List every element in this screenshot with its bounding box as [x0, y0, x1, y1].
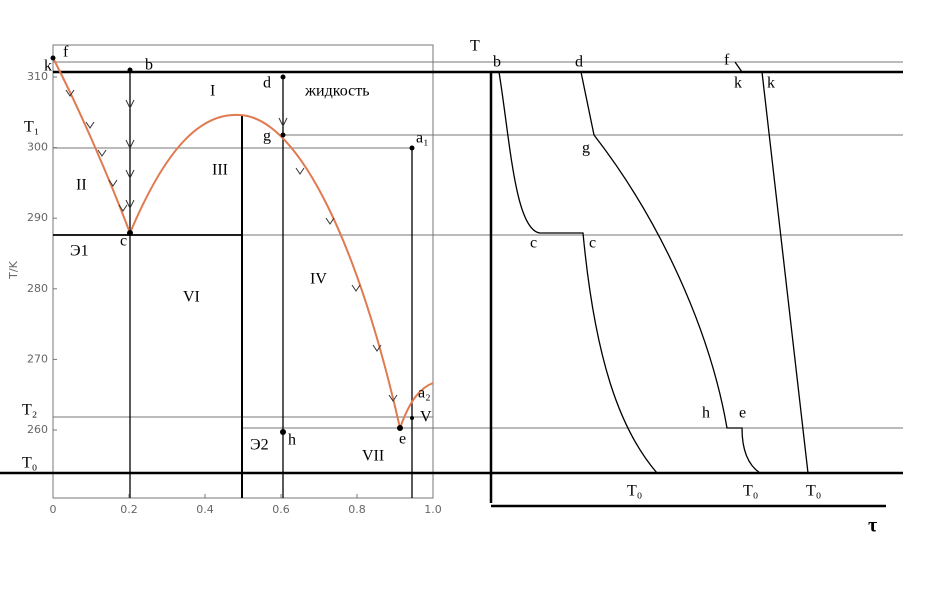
x-tick-label: 0.6: [272, 503, 290, 516]
y-tick-label: 310: [27, 70, 48, 83]
label: жидкость: [304, 83, 370, 100]
label: c: [530, 235, 537, 252]
label: a₂: [418, 385, 431, 402]
label: T: [470, 38, 480, 55]
x-tick-label: 0.4: [196, 503, 214, 516]
points: [50, 55, 415, 435]
liquidus-dome: [129, 113, 401, 429]
label: T₀: [22, 455, 37, 472]
y-tick-label: 300: [27, 141, 48, 154]
label: h: [288, 432, 296, 449]
curve-k: [761, 71, 809, 474]
label: e: [739, 405, 746, 422]
label: c: [589, 235, 596, 252]
y-tick-label: 260: [27, 423, 48, 436]
liquidus-left: [52, 57, 131, 234]
label: d: [263, 75, 271, 92]
label: VII: [362, 448, 384, 465]
cooling-curves: [498, 61, 809, 474]
liquidus: [52, 57, 434, 429]
liquidus-right: [399, 382, 434, 429]
label: k: [44, 58, 52, 75]
label: k: [734, 75, 742, 92]
y-tick-label: 270: [27, 352, 48, 365]
label: f: [63, 44, 69, 61]
label: c: [120, 233, 127, 250]
label: f: [724, 52, 730, 69]
arrows: [65, 89, 398, 402]
frames: [0, 44, 903, 508]
y-tick-label: 280: [27, 282, 48, 295]
label: T₀: [627, 483, 642, 500]
x-tick-label: 0: [50, 503, 57, 516]
label: II: [76, 177, 87, 194]
label: V: [420, 409, 432, 426]
label: b: [493, 54, 501, 71]
x-tick-label: 0.8: [348, 503, 366, 516]
label: Э1: [70, 243, 89, 260]
y-axis-label: T/K: [7, 260, 20, 279]
right-labels: T b d f k k g c c h e T₀ T₀ T₀ τ: [470, 38, 877, 537]
label: T₂: [22, 402, 37, 419]
curve-d: [580, 71, 761, 474]
label: IV: [310, 271, 327, 288]
label: τ: [868, 515, 877, 537]
label: I: [210, 83, 215, 100]
label: g: [263, 128, 271, 145]
y-tick-label: 290: [27, 211, 48, 224]
label: h: [702, 405, 710, 422]
curve-f: [734, 61, 743, 73]
label: T₀: [743, 483, 758, 500]
label: T₀: [806, 483, 821, 500]
label: Э2: [250, 437, 269, 454]
label: a₁: [416, 130, 429, 147]
label: e: [399, 431, 406, 448]
x-tick-label: 1.0: [424, 503, 442, 516]
label: k: [767, 75, 775, 92]
left-labels: k f b I d жидкость T₁ g a₁ II III Э1 c V…: [22, 44, 432, 472]
label: T₁: [24, 119, 39, 136]
label: VI: [183, 289, 200, 306]
label: III: [212, 162, 228, 179]
label: d: [575, 54, 583, 71]
curve-b: [498, 71, 658, 474]
label: b: [145, 57, 153, 74]
x-tick-label: 0.2: [120, 503, 138, 516]
label: g: [582, 140, 590, 157]
